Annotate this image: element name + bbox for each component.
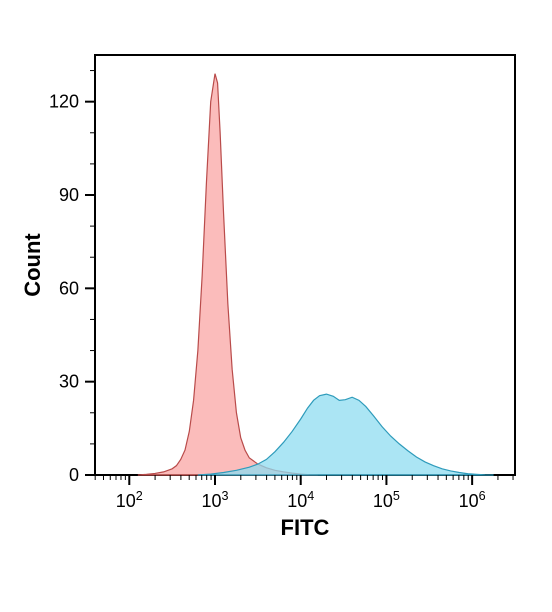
x-axis-label: FITC — [281, 515, 330, 540]
flow-cytometry-histogram: 1021031041051060306090120FITCCount — [0, 0, 552, 612]
y-tick-label: 60 — [59, 278, 79, 298]
y-tick-label: 0 — [69, 465, 79, 485]
y-tick-label: 30 — [59, 372, 79, 392]
y-tick-label: 90 — [59, 185, 79, 205]
y-axis-label: Count — [20, 233, 45, 297]
chart-svg: 1021031041051060306090120FITCCount — [0, 0, 552, 612]
y-tick-label: 120 — [49, 92, 79, 112]
